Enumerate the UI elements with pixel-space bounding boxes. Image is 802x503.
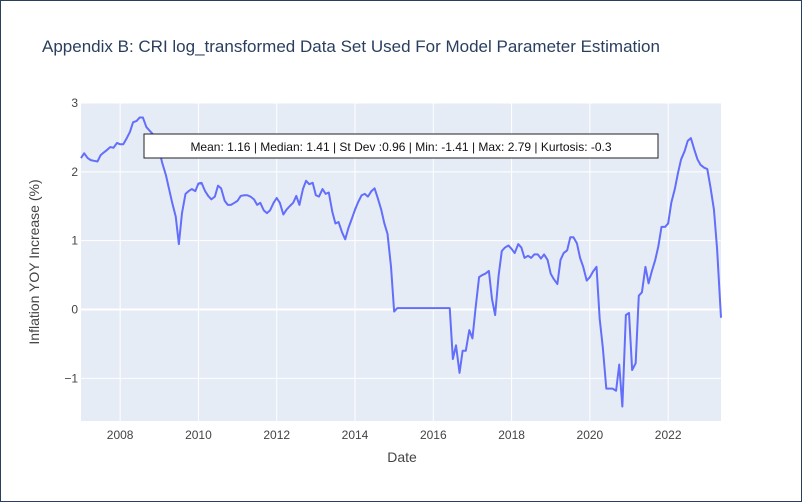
- x-tick-label: 2014: [342, 428, 369, 442]
- y-tick-label: −1: [64, 371, 78, 385]
- y-tick-label: 2: [71, 165, 78, 179]
- annotation-box: [143, 133, 659, 159]
- x-tick-label: 2022: [655, 428, 682, 442]
- series-line: [80, 116, 722, 408]
- x-tick-label: 2020: [577, 428, 604, 442]
- x-axis-ticks: 2008 2010 2012 2014 2016 2018 2020 2022: [107, 428, 682, 442]
- x-tick-label: 2016: [420, 428, 447, 442]
- chart-title: Appendix B: CRI log_transformed Data Set…: [42, 37, 660, 56]
- x-tick-label: 2018: [498, 428, 525, 442]
- x-axis-title: Date: [387, 449, 417, 465]
- x-tick-label: 2010: [185, 428, 212, 442]
- y-tick-label: 0: [71, 302, 78, 316]
- x-tick-label: 2008: [107, 428, 134, 442]
- annotation-text: Mean: 1.16 | Median: 1.41 | St Dev :0.96…: [190, 140, 611, 154]
- y-axis-title: Inflation YOY Increase (%): [26, 179, 42, 344]
- stats-annotation: Mean: 1.16 | Median: 1.41 | St Dev :0.96…: [143, 133, 659, 159]
- y-tick-label: 1: [71, 234, 78, 248]
- y-tick-label: 3: [71, 96, 78, 110]
- x-tick-label: 2012: [263, 428, 290, 442]
- y-axis-ticks: −1 0 1 2 3: [64, 96, 78, 385]
